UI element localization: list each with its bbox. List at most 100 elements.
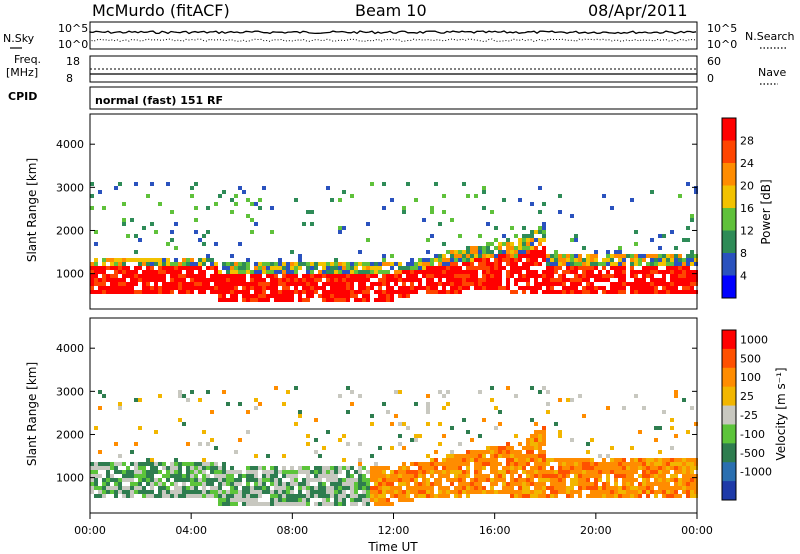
range-gate-cell xyxy=(186,282,190,286)
range-gate-cell xyxy=(414,434,418,438)
range-gate-cell xyxy=(170,210,174,214)
range-gate-cell xyxy=(482,278,486,282)
range-gate-cell xyxy=(666,482,670,486)
range-gate-cell xyxy=(174,270,178,274)
range-gate-cell xyxy=(346,290,350,294)
range-gate-cell xyxy=(186,274,190,278)
range-gate-cell xyxy=(682,282,686,286)
range-gate-cell xyxy=(102,266,106,270)
range-gate-cell xyxy=(582,482,586,486)
range-gate-cell xyxy=(198,238,202,242)
range-gate-cell xyxy=(446,390,450,394)
range-gate-cell xyxy=(606,474,610,478)
range-gate-cell xyxy=(226,470,230,474)
range-gate-cell xyxy=(206,478,210,482)
range-gate-cell xyxy=(114,466,118,470)
range-gate-cell xyxy=(426,250,430,254)
range-gate-cell xyxy=(426,258,430,262)
range-gate-cell xyxy=(550,490,554,494)
range-gate-cell xyxy=(494,478,498,482)
range-gate-cell xyxy=(538,450,542,454)
range-gate-cell xyxy=(226,290,230,294)
range-gate-cell xyxy=(582,278,586,282)
range-gate-cell xyxy=(382,478,386,482)
range-gate-cell xyxy=(634,462,638,466)
range-gate-cell xyxy=(290,466,294,470)
range-gate-cell xyxy=(258,278,262,282)
range-gate-cell xyxy=(330,266,334,270)
range-gate-cell xyxy=(574,238,578,242)
range-gate-cell xyxy=(346,442,350,446)
range-gate-cell xyxy=(446,282,450,286)
range-gate-cell xyxy=(470,482,474,486)
range-gate-cell xyxy=(534,278,538,282)
range-gate-cell xyxy=(366,222,370,226)
range-gate-cell xyxy=(442,394,446,398)
range-gate-cell xyxy=(462,258,466,262)
range-gate-cell xyxy=(502,486,506,490)
range-gate-cell xyxy=(274,486,278,490)
range-gate-cell xyxy=(238,186,242,190)
range-gate-cell xyxy=(218,270,222,274)
range-gate-cell xyxy=(694,254,698,258)
colorbar-tick-label: 12 xyxy=(740,225,754,238)
range-gate-cell xyxy=(486,258,490,262)
range-gate-cell xyxy=(398,274,402,278)
range-gate-cell xyxy=(306,270,310,274)
range-gate-cell xyxy=(378,478,382,482)
range-gate-cell xyxy=(154,286,158,290)
range-gate-cell xyxy=(250,498,254,502)
range-gate-cell xyxy=(422,266,426,270)
range-gate-cell xyxy=(146,470,150,474)
range-gate-cell xyxy=(318,494,322,498)
range-gate-cell xyxy=(566,462,570,466)
range-gate-cell xyxy=(154,478,158,482)
range-gate-cell xyxy=(426,266,430,270)
range-gate-cell xyxy=(522,494,526,498)
range-gate-cell xyxy=(630,290,634,294)
range-gate-cell xyxy=(282,274,286,278)
range-gate-cell xyxy=(446,258,450,262)
range-gate-cell xyxy=(206,286,210,290)
range-gate-cell xyxy=(342,498,346,502)
range-gate-cell xyxy=(334,270,338,274)
range-gate-cell xyxy=(674,390,678,394)
range-gate-cell xyxy=(238,474,242,478)
range-gate-cell xyxy=(122,266,126,270)
range-gate-cell xyxy=(106,286,110,290)
range-gate-cell xyxy=(414,290,418,294)
range-gate-cell xyxy=(618,270,622,274)
range-gate-cell xyxy=(398,262,402,266)
range-gate-cell xyxy=(462,274,466,278)
range-gate-cell xyxy=(518,478,522,482)
range-gate-cell xyxy=(542,230,546,234)
range-gate-cell xyxy=(670,418,674,422)
range-gate-cell xyxy=(430,278,434,282)
range-gate-cell xyxy=(258,262,262,266)
range-gate-cell xyxy=(254,270,258,274)
range-gate-cell xyxy=(642,462,646,466)
range-gate-cell xyxy=(470,438,474,442)
colorbar-segment xyxy=(722,424,736,444)
range-gate-cell xyxy=(618,474,622,478)
range-gate-cell xyxy=(270,502,274,506)
range-gate-cell xyxy=(182,286,186,290)
range-gate-cell xyxy=(430,494,434,498)
range-gate-cell xyxy=(258,282,262,286)
range-gate-cell xyxy=(158,290,162,294)
range-gate-cell xyxy=(246,198,250,202)
range-gate-cell xyxy=(174,474,178,478)
range-gate-cell xyxy=(598,462,602,466)
range-gate-cell xyxy=(558,434,562,438)
range-gate-cell xyxy=(302,466,306,470)
range-gate-cell xyxy=(390,278,394,282)
range-gate-cell xyxy=(142,466,146,470)
range-gate-cell xyxy=(554,262,558,266)
range-gate-cell xyxy=(498,474,502,478)
range-gate-cell xyxy=(318,490,322,494)
range-gate-cell xyxy=(274,294,278,298)
range-gate-cell xyxy=(666,466,670,470)
range-gate-cell xyxy=(94,262,98,266)
